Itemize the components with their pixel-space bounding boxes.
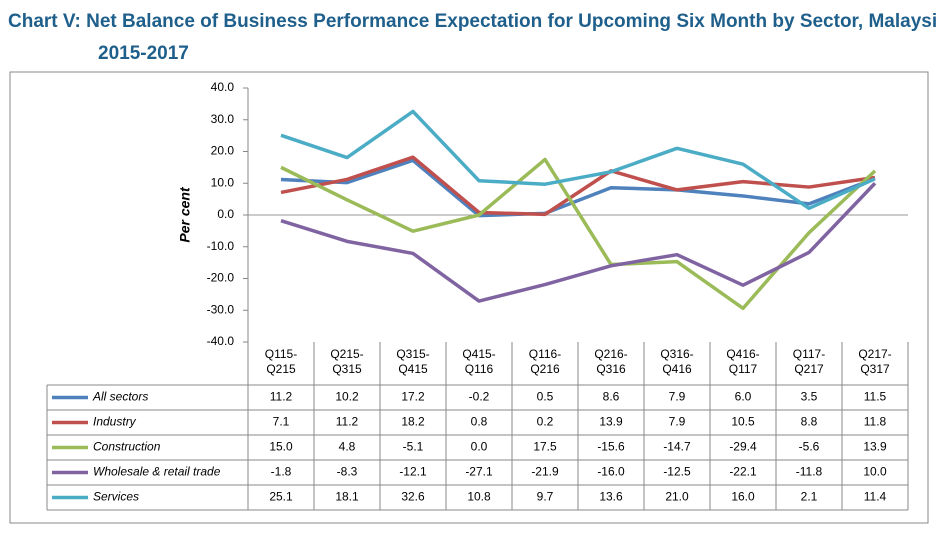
x-tick-label: Q316-Q416: [660, 347, 694, 376]
value-label: -27.1: [465, 465, 493, 479]
x-tick-label: Q315-Q415: [396, 347, 430, 376]
value-label: -12.5: [663, 465, 691, 479]
value-label: -15.6: [597, 440, 625, 454]
value-label: -16.0: [597, 465, 625, 479]
y-tick-label: 0.0: [217, 207, 234, 221]
value-label: 8.6: [603, 390, 620, 404]
value-label: 11.5: [864, 390, 887, 404]
value-label: 0.8: [471, 415, 488, 429]
value-label: -29.4: [729, 440, 757, 454]
y-tick-label: -30.0: [207, 302, 235, 316]
value-label: 15.0: [269, 440, 293, 454]
value-label: 18.1: [335, 490, 359, 504]
value-label: 10.2: [335, 390, 359, 404]
value-label: 11.8: [864, 415, 887, 429]
legend-label: Construction: [93, 440, 161, 454]
y-tick-label: 20.0: [211, 144, 235, 158]
x-tick-label: Q215-Q315: [330, 347, 364, 376]
y-tick-label: -10.0: [207, 239, 235, 253]
value-label: -11.8: [796, 465, 823, 479]
value-label: -5.6: [799, 440, 820, 454]
value-label: 7.9: [669, 390, 686, 404]
value-label: 18.2: [401, 415, 425, 429]
value-label: 11.2: [270, 390, 293, 404]
legend-label: Wholesale & retail trade: [93, 465, 221, 479]
value-label: 11.2: [336, 415, 359, 429]
y-tick-label: 30.0: [211, 112, 235, 126]
x-tick-label: Q115-Q215: [264, 347, 298, 376]
value-label: 10.0: [863, 465, 887, 479]
x-tick-label: Q216-Q316: [594, 347, 628, 376]
value-label: 10.8: [467, 490, 491, 504]
value-label: -22.1: [729, 465, 757, 479]
value-label: 16.0: [731, 490, 755, 504]
legend-label: Services: [93, 490, 139, 504]
legend-label: All sectors: [92, 390, 148, 404]
y-tick-label: -20.0: [207, 271, 235, 285]
value-label: 9.7: [537, 490, 554, 504]
chart-title: Chart V: Net Balance of Business Perform…: [8, 11, 936, 64]
series-line: [280, 158, 876, 218]
value-label: 10.5: [731, 415, 755, 429]
value-label: 3.5: [801, 390, 818, 404]
x-tick-label: Q416-Q117: [726, 347, 760, 376]
value-label: 6.0: [735, 390, 752, 404]
y-tick-label: 40.0: [211, 80, 235, 94]
legend-label: Industry: [93, 415, 137, 429]
value-label: -14.7: [663, 440, 691, 454]
value-label: -5.1: [403, 440, 424, 454]
value-label: 4.8: [339, 440, 356, 454]
value-label: 13.9: [599, 415, 623, 429]
x-tick-label: Q415-Q116: [462, 347, 496, 376]
value-label: 0.2: [537, 415, 554, 429]
x-tick-label: Q117-Q217: [792, 347, 826, 376]
x-tick-label: Q217-Q317: [858, 347, 892, 376]
value-label: 21.0: [665, 490, 689, 504]
value-label: -1.8: [271, 465, 292, 479]
value-label: 8.8: [801, 415, 818, 429]
y-axis-label: Per cent: [177, 186, 193, 243]
value-label: 17.5: [533, 440, 557, 454]
value-label: 13.9: [863, 440, 887, 454]
series-line: [280, 182, 877, 303]
value-label: -8.3: [337, 465, 358, 479]
value-label: 13.6: [599, 490, 623, 504]
y-tick-label: -40.0: [207, 334, 235, 348]
value-label: 0.5: [537, 390, 554, 404]
value-label: 32.6: [401, 490, 425, 504]
x-tick-label: Q116-Q216: [528, 347, 562, 376]
value-label: 7.9: [669, 415, 686, 429]
y-tick-label: 10.0: [211, 175, 235, 189]
value-label: 0.0: [471, 440, 488, 454]
value-label: 7.1: [273, 415, 290, 429]
value-label: 17.2: [401, 390, 425, 404]
value-label: 11.4: [864, 490, 887, 504]
value-label: -0.2: [469, 390, 490, 404]
value-label: -12.1: [399, 465, 427, 479]
value-label: 2.1: [801, 490, 818, 504]
chart-frame: [9, 71, 929, 524]
value-label: -21.9: [531, 465, 559, 479]
value-label: 25.1: [269, 490, 293, 504]
series-line: [280, 109, 876, 211]
